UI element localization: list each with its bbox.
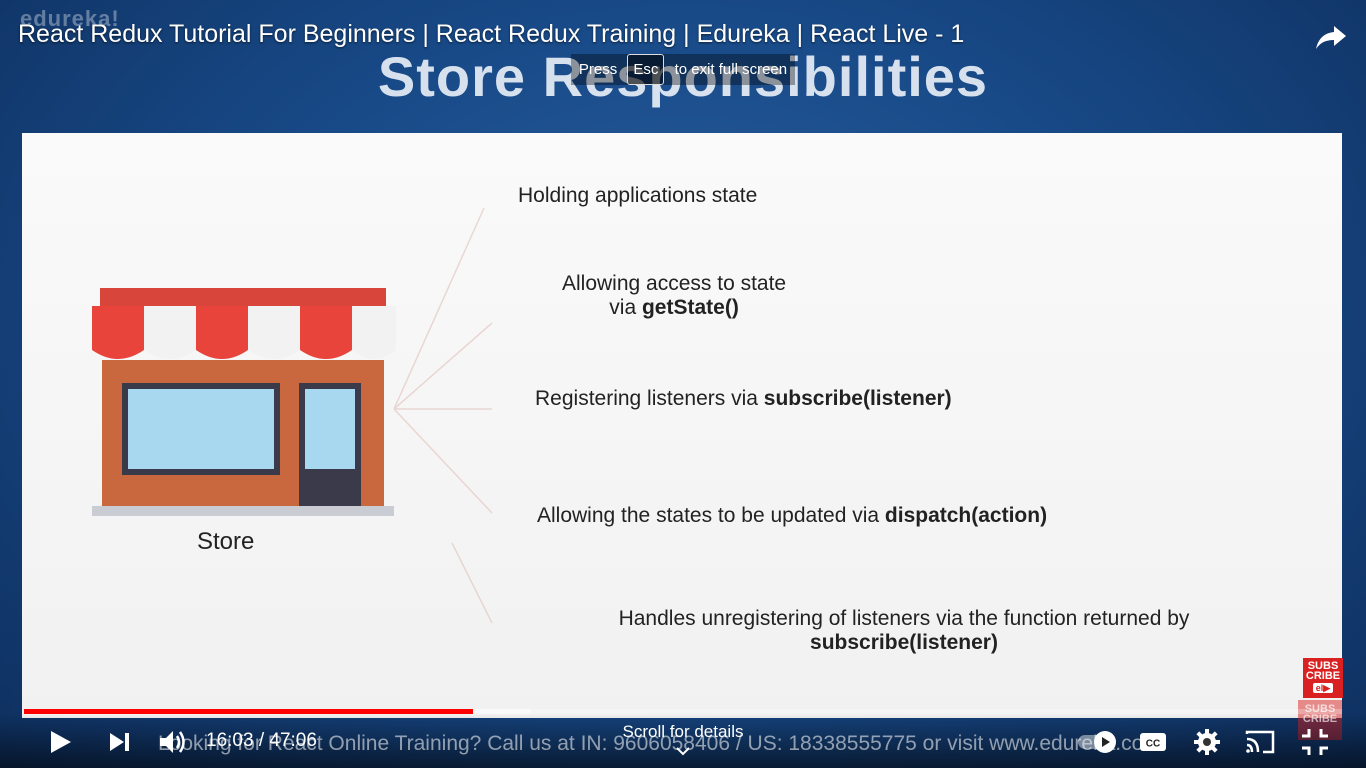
- ticker-text: Looking for React Online Training? Call …: [158, 732, 1144, 755]
- point-holding-state: Holding applications state: [518, 184, 757, 208]
- player-controls: Looking for React Online Training? Call …: [0, 714, 1366, 768]
- share-icon[interactable]: [1314, 22, 1348, 52]
- current-time: 16:03: [206, 730, 254, 751]
- settings-icon[interactable]: [1191, 726, 1223, 758]
- slide-heading: Store Responsibilities: [377, 45, 989, 108]
- subscribe-line1: SUBS: [1307, 660, 1339, 672]
- exit-fullscreen-icon[interactable]: [1299, 726, 1331, 758]
- scroll-for-details[interactable]: Scroll for details: [622, 722, 744, 741]
- video-title[interactable]: React Redux Tutorial For Beginners | Rea…: [18, 20, 965, 48]
- esc-key-badge: Esc: [627, 54, 665, 85]
- point-text: Allowing the states to be updated via: [537, 504, 885, 527]
- subscribe-badge[interactable]: SUBS CRIBE el▶: [1303, 658, 1343, 698]
- progress-bar[interactable]: [24, 709, 1342, 714]
- duration: 47:06: [269, 730, 317, 751]
- point-dispatch: Allowing the states to be updated via di…: [537, 504, 1047, 528]
- point-get-state: Allowing access to state via getState(): [562, 272, 786, 320]
- next-icon[interactable]: [104, 726, 136, 758]
- time-display: 16:03 / 47:06: [206, 730, 317, 752]
- fullscreen-hint: Press Esc to exit full screen: [0, 54, 1366, 85]
- subscribe-line1: SUBS: [1304, 703, 1336, 715]
- progress-played: [24, 709, 474, 714]
- svg-text:CC: CC: [1146, 739, 1160, 750]
- point-unsubscribe: Handles unregistering of listeners via t…: [594, 607, 1214, 655]
- point-text-line2: via: [609, 296, 642, 319]
- store-illustration: [92, 288, 396, 516]
- point-code: dispatch(action): [884, 504, 1048, 527]
- volume-icon[interactable]: [156, 726, 188, 758]
- edureka-watermark: edureka!: [20, 6, 120, 31]
- point-text: Handles unregistering of listeners via t…: [618, 607, 1190, 630]
- store-caption: Store: [197, 528, 255, 555]
- fullscreen-hint-suffix: to exit full screen: [674, 61, 788, 78]
- slide-content: Store Holding applications state Allowin…: [22, 133, 1342, 718]
- point-text: Allowing access to state: [562, 272, 787, 295]
- autoplay-toggle-icon[interactable]: [1076, 726, 1120, 758]
- point-text: Registering listeners via: [535, 387, 764, 410]
- cast-icon[interactable]: [1244, 726, 1276, 758]
- connector-lines: [393, 207, 493, 624]
- point-text: Holding applications state: [518, 184, 758, 207]
- fullscreen-hint-prefix: Press: [578, 61, 618, 78]
- point-code: subscribe(listener): [810, 631, 998, 654]
- point-code: subscribe(listener): [763, 387, 952, 410]
- chevron-down-icon[interactable]: [675, 746, 691, 756]
- point-subscribe: Registering listeners via subscribe(list…: [535, 387, 952, 411]
- play-icon[interactable]: [44, 726, 76, 758]
- subscribe-tag: el▶: [1312, 683, 1334, 693]
- subscribe-line2: CRIBE: [1305, 670, 1341, 682]
- time-separator: /: [253, 730, 270, 751]
- captions-icon[interactable]: CC: [1137, 726, 1169, 758]
- point-code: getState(): [641, 296, 739, 319]
